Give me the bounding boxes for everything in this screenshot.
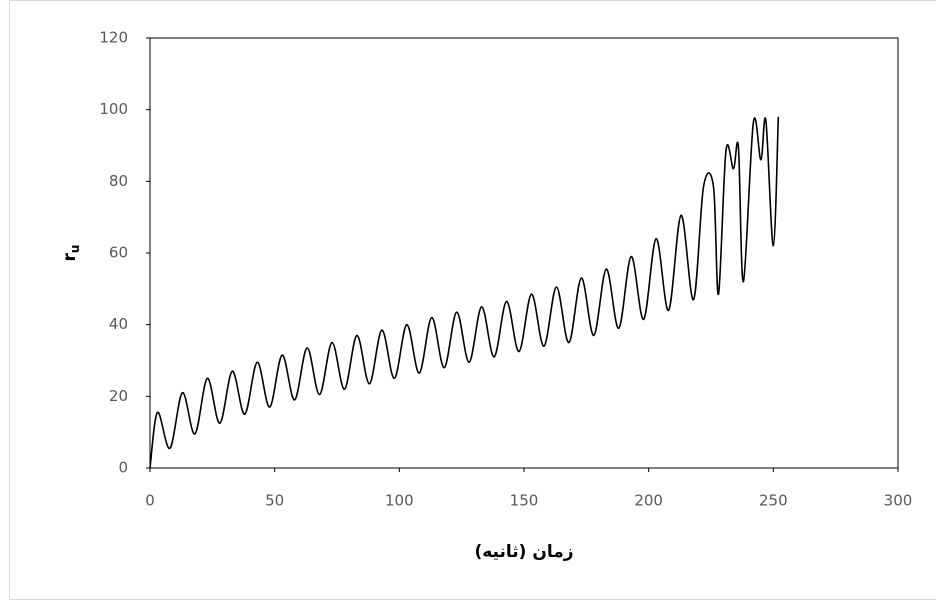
x-tick-label: 150 xyxy=(510,492,539,510)
x-tick-label: 50 xyxy=(265,492,284,510)
x-tick-label: 300 xyxy=(884,492,913,510)
y-tick-label: 60 xyxy=(109,244,128,262)
x-tick-label: 200 xyxy=(634,492,663,510)
data-line xyxy=(149,116,780,469)
y-tick-label: 0 xyxy=(118,459,128,477)
x-tick-label: 250 xyxy=(759,492,788,510)
x-tick-label: 0 xyxy=(145,492,155,510)
y-axis-label: ru xyxy=(60,245,82,262)
y-tick-label: 100 xyxy=(99,100,128,118)
x-tick-label: 100 xyxy=(385,492,414,510)
y-tick-label: 20 xyxy=(109,387,128,405)
x-axis-label: زمان (ثانیه) xyxy=(474,542,573,562)
y-tick-label: 40 xyxy=(109,315,128,333)
chart-border xyxy=(9,0,936,600)
y-tick-label: 120 xyxy=(99,29,128,47)
y-axis-label-main: r xyxy=(60,252,80,261)
y-axis-label-sub: u xyxy=(68,245,82,254)
y-tick-label: 80 xyxy=(109,172,128,190)
